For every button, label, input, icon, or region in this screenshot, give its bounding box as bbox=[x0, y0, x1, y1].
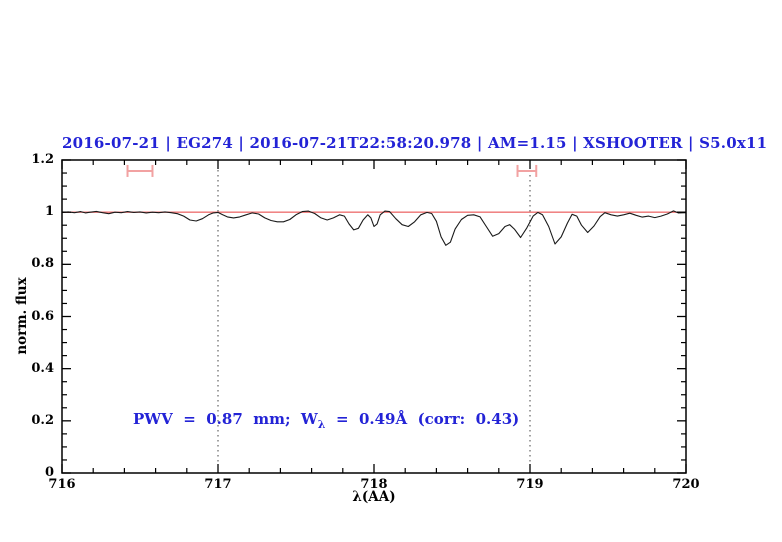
pwv-annotation-lambda-subscript: λ bbox=[317, 418, 326, 431]
y-tick-label: 0 bbox=[44, 465, 54, 480]
y-tick-label: 0.8 bbox=[31, 256, 54, 272]
spectrum-line bbox=[61, 210, 687, 246]
x-tick-label: 718 bbox=[360, 477, 388, 492]
x-axis-label: λ(AA) bbox=[352, 489, 396, 505]
pwv-annotation-part1: PWV = 0.87 mm; W bbox=[133, 410, 318, 428]
pwv-annotation: PWV = 0.87 mm; Wλ = 0.49Å (corr: 0.43) bbox=[133, 410, 519, 431]
x-tick-label: 719 bbox=[516, 477, 544, 492]
plot-border bbox=[61, 159, 687, 474]
pwv-annotation-part2: = 0.49Å (corr: 0.43) bbox=[325, 410, 520, 428]
y-tick-label: 1 bbox=[44, 204, 54, 220]
y-tick-label: 0.4 bbox=[31, 360, 54, 376]
plot-title: 2016-07-21 | EG274 | 2016-07-21T22:58:20… bbox=[62, 134, 768, 152]
x-tick-label: 720 bbox=[672, 477, 700, 492]
x-tick-label: 716 bbox=[48, 477, 76, 492]
y-tick-label: 0.6 bbox=[31, 308, 54, 324]
y-tick-label: 1.2 bbox=[31, 152, 54, 167]
y-tick-label: 0.2 bbox=[31, 412, 54, 428]
x-tick-label: 717 bbox=[204, 477, 232, 492]
